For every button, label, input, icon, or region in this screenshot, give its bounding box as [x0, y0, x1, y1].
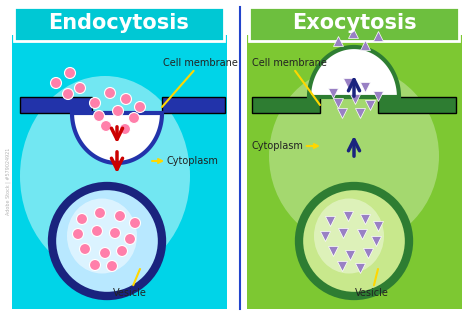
Circle shape: [135, 102, 146, 113]
Circle shape: [76, 213, 88, 224]
Circle shape: [100, 248, 110, 259]
Circle shape: [119, 123, 130, 134]
Circle shape: [90, 260, 100, 270]
Circle shape: [117, 246, 128, 257]
Text: Exocytosis: Exocytosis: [292, 13, 416, 33]
Circle shape: [299, 186, 409, 296]
Circle shape: [73, 228, 83, 240]
Circle shape: [100, 120, 111, 131]
Ellipse shape: [20, 76, 190, 276]
Text: Vesicle: Vesicle: [355, 269, 389, 298]
Circle shape: [91, 225, 102, 237]
FancyBboxPatch shape: [252, 97, 320, 113]
Circle shape: [93, 111, 104, 121]
Circle shape: [115, 211, 126, 221]
Ellipse shape: [269, 66, 439, 246]
Circle shape: [64, 68, 75, 78]
Circle shape: [112, 106, 124, 117]
Text: Cytoplasm: Cytoplasm: [152, 156, 219, 166]
Text: Vesicle: Vesicle: [113, 269, 147, 298]
Text: Adobe Stock | #579024921: Adobe Stock | #579024921: [5, 147, 11, 215]
Circle shape: [129, 217, 140, 228]
Circle shape: [125, 233, 136, 245]
Text: Cell membrane: Cell membrane: [162, 58, 238, 107]
Polygon shape: [309, 47, 399, 97]
Circle shape: [90, 98, 100, 109]
Circle shape: [104, 87, 116, 99]
Circle shape: [74, 82, 85, 93]
Text: Cytoplasm: Cytoplasm: [252, 141, 318, 151]
Circle shape: [128, 113, 139, 123]
FancyBboxPatch shape: [378, 97, 456, 113]
Circle shape: [51, 77, 62, 88]
FancyBboxPatch shape: [247, 35, 462, 309]
Circle shape: [109, 227, 120, 239]
Ellipse shape: [67, 199, 137, 273]
Circle shape: [63, 88, 73, 100]
Circle shape: [94, 208, 106, 218]
FancyBboxPatch shape: [14, 7, 224, 41]
Text: Endocytosis: Endocytosis: [48, 13, 190, 33]
Circle shape: [52, 186, 162, 296]
Polygon shape: [72, 113, 162, 163]
FancyBboxPatch shape: [249, 7, 459, 41]
Circle shape: [120, 93, 131, 105]
Ellipse shape: [314, 199, 384, 273]
FancyBboxPatch shape: [162, 97, 225, 113]
Circle shape: [107, 260, 118, 271]
Circle shape: [80, 244, 91, 255]
FancyBboxPatch shape: [20, 97, 92, 113]
Text: Cell membrane: Cell membrane: [252, 58, 327, 105]
FancyBboxPatch shape: [12, 35, 227, 309]
